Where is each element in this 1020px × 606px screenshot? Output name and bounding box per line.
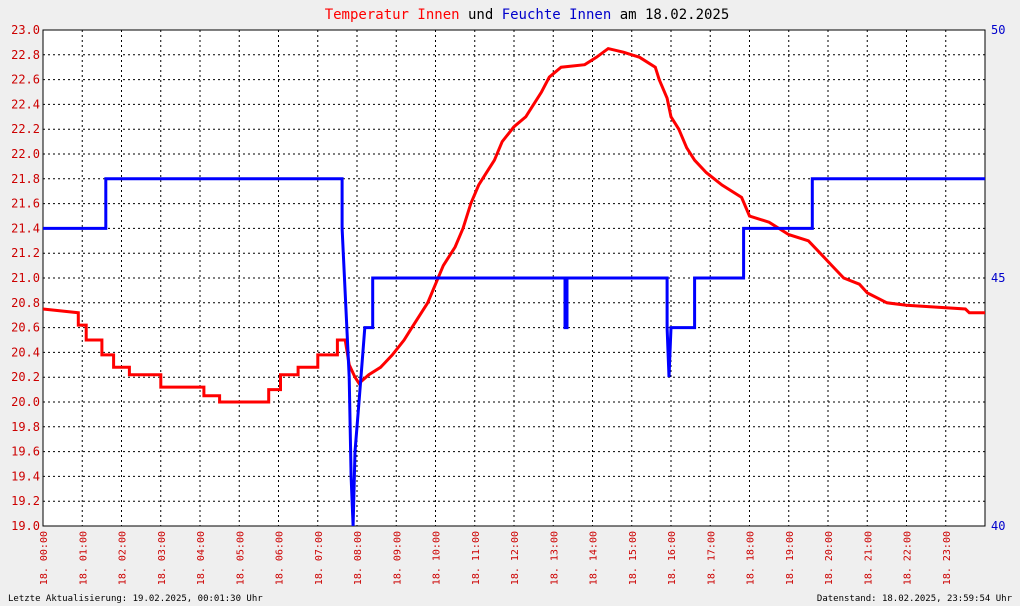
x-tick-label: 18. 20:00 [824, 531, 835, 585]
x-tick-label: 18. 05:00 [235, 531, 246, 585]
y-left-tick-label: 21.6 [11, 197, 40, 211]
y-left-tick-label: 20.6 [11, 321, 40, 335]
series-temperature-line [42, 46, 985, 404]
y-right-tick-label: 40 [991, 519, 1005, 533]
x-tick-label: 18. 11:00 [471, 531, 482, 585]
y-left-tick-label: 22.8 [11, 48, 40, 62]
y-left-tick-label: 20.0 [11, 395, 40, 409]
series-lines [42, 46, 985, 527]
x-tick-label: 18. 21:00 [863, 531, 874, 585]
chart-title-part: Feuchte Innen [502, 7, 612, 23]
x-tick-label: 18. 09:00 [392, 531, 403, 585]
chart-title-part: und [460, 7, 502, 23]
x-tick-label: 18. 00:00 [39, 531, 50, 585]
y-left-tick-label: 22.0 [11, 147, 40, 161]
x-tick-label: 18. 06:00 [275, 531, 286, 585]
x-tick-label: 18. 02:00 [118, 531, 129, 585]
chart-title: Temperatur Innen und Feuchte Innen am 18… [325, 7, 730, 23]
x-tick-label: 18. 07:00 [314, 531, 325, 585]
x-tick-label: 18. 18:00 [746, 531, 757, 585]
chart-title-part: Temperatur Innen [325, 7, 460, 23]
x-tick-label: 18. 12:00 [510, 531, 521, 585]
x-tick-label: 18. 08:00 [353, 531, 364, 585]
chart-title-part: am 18.02.2025 [611, 7, 729, 23]
y-left-tick-label: 21.4 [11, 221, 40, 235]
x-tick-label: 18. 10:00 [432, 531, 443, 585]
x-tick-label: 18. 03:00 [157, 531, 168, 585]
y-left-tick-label: 19.0 [11, 519, 40, 533]
y-left-tick-label: 21.2 [11, 246, 40, 260]
y-right-tick-label: 50 [991, 23, 1005, 37]
y-left-tick-label: 20.2 [11, 370, 40, 384]
y-left-tick-label: 20.8 [11, 296, 40, 310]
y-left-tick-label: 22.4 [11, 97, 40, 111]
y-axis-left-ticks: 19.0 19.2 19.4 19.6 19.8 20.0 20.2 20.4 20.6 20.8… [11, 23, 40, 533]
x-axis-ticks: 18. 00:00 18. 01:00 18. 02:00 18. 03:00 18. … [39, 531, 953, 585]
footer-last-update: Letzte Aktualisierung: 19.02.2025, 00:01… [8, 594, 263, 604]
y-left-tick-label: 19.8 [11, 420, 40, 434]
y-axis-right-ticks: 40 45 50 [991, 23, 1005, 533]
x-tick-label: 18. 04:00 [196, 531, 207, 585]
y-left-tick-label: 21.8 [11, 172, 40, 186]
x-tick-label: 18. 01:00 [78, 531, 89, 585]
x-tick-label: 18. 22:00 [903, 531, 914, 585]
y-left-tick-label: 19.2 [11, 494, 40, 508]
x-tick-label: 18. 23:00 [942, 531, 953, 585]
y-left-tick-label: 19.6 [11, 445, 40, 459]
y-left-tick-label: 23.0 [11, 23, 40, 37]
y-right-tick-label: 45 [991, 271, 1005, 285]
x-tick-label: 18. 15:00 [628, 531, 639, 585]
footer-data-status: Datenstand: 18.02.2025, 23:59:54 Uhr [817, 594, 1013, 604]
y-left-tick-label: 22.2 [11, 122, 40, 136]
y-left-tick-label: 20.4 [11, 345, 40, 359]
x-tick-label: 18. 19:00 [785, 531, 796, 585]
y-left-tick-label: 22.6 [11, 73, 40, 87]
x-tick-label: 18. 14:00 [589, 531, 600, 585]
x-tick-label: 18. 13:00 [549, 531, 560, 585]
y-left-tick-label: 21.0 [11, 271, 40, 285]
x-tick-label: 18. 16:00 [667, 531, 678, 585]
y-left-tick-label: 19.4 [11, 469, 40, 483]
x-tick-label: 18. 17:00 [706, 531, 717, 585]
series-humidity-line [43, 177, 985, 527]
